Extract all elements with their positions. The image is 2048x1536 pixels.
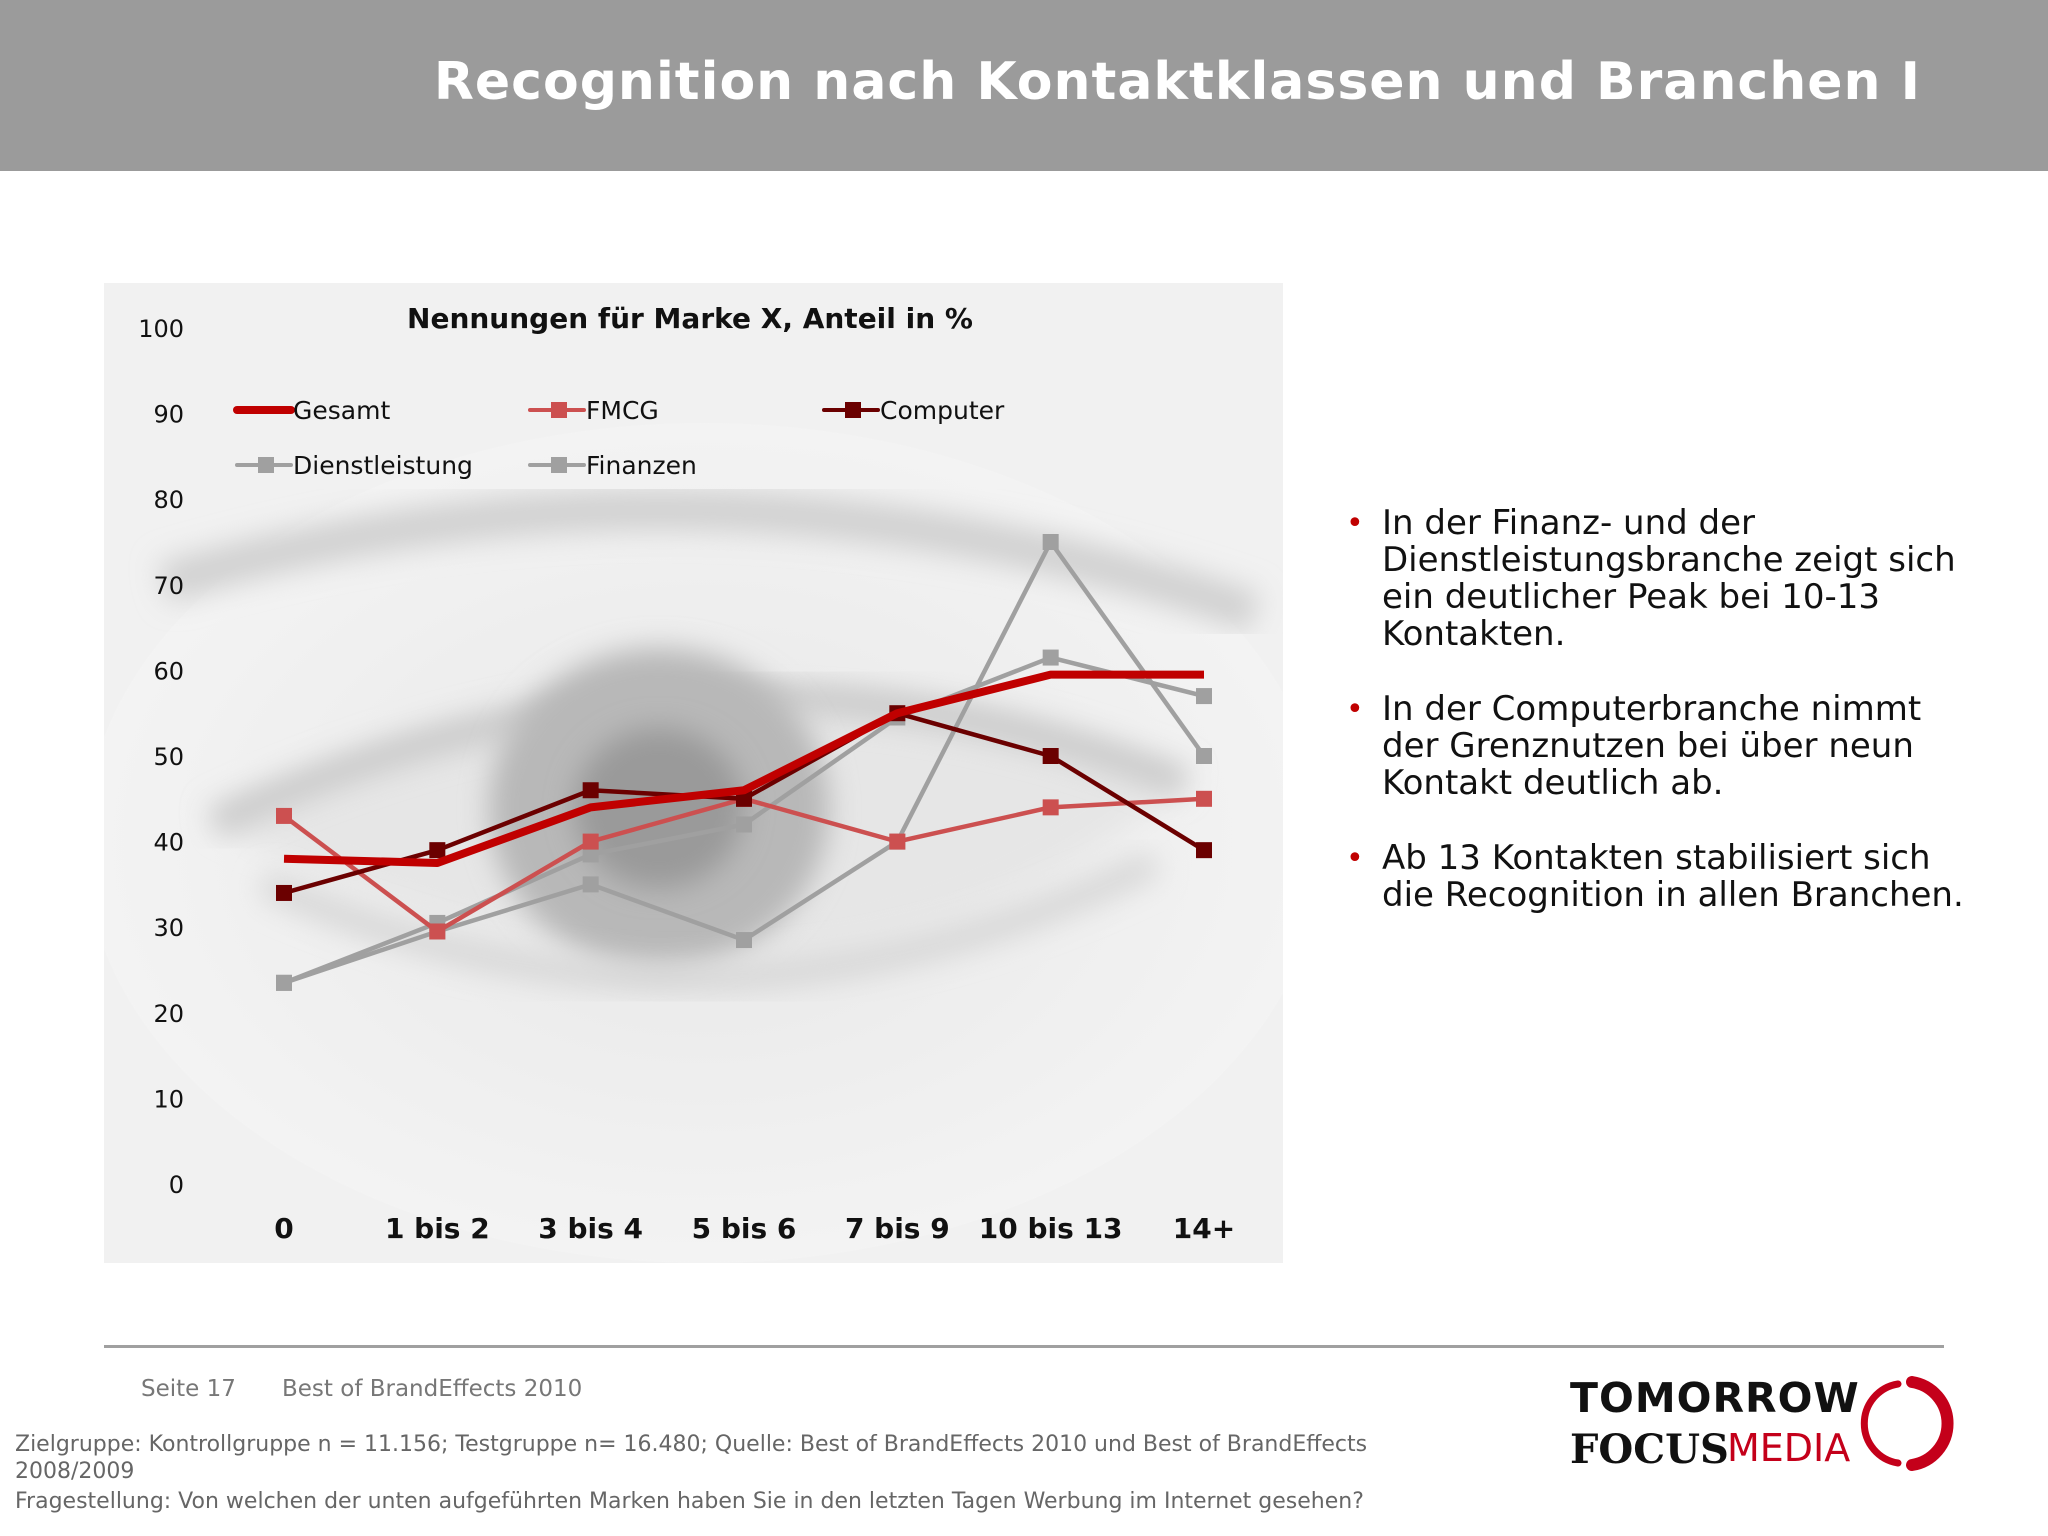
y-tick-label: 100 <box>138 315 184 343</box>
logo-media: MEDIA <box>1727 1426 1851 1470</box>
x-tick-label: 0 <box>274 1212 293 1245</box>
legend-item-gesamt: Gesamt <box>233 396 390 425</box>
plot-area <box>276 534 1212 991</box>
legend-label: Gesamt <box>293 396 390 425</box>
series-line-gesamt <box>283 670 1204 867</box>
x-axis: 0 1 bis 2 3 bis 4 5 bis 6 7 bis 9 10 bis 13 14… <box>274 1212 1235 1245</box>
data-point-finanzen <box>582 846 599 863</box>
legend-label: FMCG <box>586 396 659 425</box>
legend-label: Finanzen <box>586 451 697 480</box>
header-bar: Recognition nach Kontaktklassen und Bran… <box>0 0 2048 171</box>
y-tick-label: 50 <box>153 743 184 771</box>
x-tick-label: 10 bis 13 <box>979 1212 1123 1245</box>
legend-marker <box>258 457 274 473</box>
legend-item-finanzen: Finanzen <box>528 451 697 480</box>
data-point-fmcg <box>889 833 906 850</box>
bullet-dot-icon: • <box>1346 841 1364 876</box>
bullet-dot-icon: • <box>1346 506 1364 541</box>
data-point-computer <box>276 884 292 901</box>
data-point-finanzen <box>276 974 292 991</box>
data-point-finanzen <box>1042 649 1059 666</box>
logo-ring-icon <box>1860 1376 1954 1471</box>
y-tick-label: 70 <box>153 572 184 600</box>
data-point-fmcg <box>1042 799 1059 816</box>
finding-text: Ab 13 Kontakten stabilisiert sich die Re… <box>1382 838 1964 915</box>
series-computer <box>276 705 1212 901</box>
legend-label: Computer <box>880 396 1005 425</box>
data-point-dienstleistung <box>1196 748 1212 764</box>
y-tick-label: 80 <box>153 486 184 514</box>
y-tick-label: 90 <box>153 401 184 429</box>
legend-marker <box>551 457 567 473</box>
x-tick-label: 14+ <box>1173 1212 1235 1245</box>
chart-legend: Gesamt FMCG Computer Dienstleistung Finanzen <box>233 396 1005 480</box>
line-chart: 0 10 20 30 40 50 60 70 80 90 100 0 1 bis 2 3 bis 4 5 … <box>84 283 1324 1263</box>
key-findings: • In der Finanz- und der Dienstleistungsb… <box>1346 505 1976 952</box>
y-tick-label: 10 <box>153 1085 184 1113</box>
footer-divider <box>104 1345 1944 1348</box>
y-tick-label: 0 <box>169 1171 184 1199</box>
data-point-computer <box>1196 842 1212 859</box>
data-point-finanzen <box>736 816 752 833</box>
chart-panel: 0 10 20 30 40 50 60 70 80 90 100 0 1 bis 2 3 bis 4 5 … <box>84 283 1324 1263</box>
company-logo: TOMORROW FOCUS MEDIA <box>1565 1372 1955 1482</box>
target-group-note: Zielgruppe: Kontrollgruppe n = 11.156; T… <box>15 1432 1368 1484</box>
x-tick-label: 3 bis 4 <box>538 1212 643 1245</box>
data-point-fmcg <box>582 833 599 850</box>
data-point-finanzen <box>1196 688 1212 705</box>
data-point-dienstleistung <box>1042 534 1059 550</box>
x-tick-label: 5 bis 6 <box>692 1212 797 1245</box>
data-point-computer <box>429 842 446 859</box>
data-point-computer <box>1042 748 1059 764</box>
question-note: Fragestellung: Von welchen der unten auf… <box>15 1489 1364 1514</box>
y-axis: 0 10 20 30 40 50 60 70 80 90 100 <box>138 315 184 1199</box>
finding-1: • In der Finanz- und der Dienstleistungsb… <box>1346 505 1976 653</box>
finding-2: • In der Computerbranche nimmt der Grenzn… <box>1346 691 1976 802</box>
y-tick-label: 40 <box>153 829 184 857</box>
legend-item-dienstleistung: Dienstleistung <box>235 451 473 480</box>
x-tick-label: 7 bis 9 <box>845 1212 950 1245</box>
data-point-computer <box>736 790 752 807</box>
legend-item-fmcg: FMCG <box>528 396 659 425</box>
series-gesamt <box>283 670 1204 867</box>
page-number: Seite 17 <box>141 1376 236 1402</box>
data-point-fmcg <box>276 807 292 824</box>
page-title: Recognition nach Kontaktklassen und Bran… <box>433 52 1921 112</box>
chart-title: Nennungen für Marke X, Anteil in % <box>407 302 973 335</box>
finding-text: In der Finanz- und der Dienstleistungsbr… <box>1382 503 1956 654</box>
document-name: Best of BrandEffects 2010 <box>282 1376 583 1402</box>
bullet-dot-icon: • <box>1346 692 1364 727</box>
data-point-computer <box>582 782 599 799</box>
legend-marker <box>845 402 861 418</box>
data-point-dienstleistung <box>736 932 752 949</box>
legend-marker <box>551 402 567 418</box>
data-point-dienstleistung <box>582 876 599 893</box>
data-point-fmcg <box>1196 790 1212 807</box>
logo-tomorrow: TOMORROW <box>1570 1374 1860 1422</box>
x-tick-label: 1 bis 2 <box>385 1212 490 1245</box>
y-tick-label: 60 <box>153 657 184 685</box>
y-tick-label: 20 <box>153 1000 184 1028</box>
legend-item-computer: Computer <box>822 396 1005 425</box>
data-point-fmcg <box>429 923 446 940</box>
eye-background <box>84 283 1324 1263</box>
logo-focus: FOCUS <box>1570 1426 1729 1473</box>
finding-3: • Ab 13 Kontakten stabilisiert sich die R… <box>1346 840 1976 914</box>
y-tick-label: 30 <box>153 914 184 942</box>
legend-label: Dienstleistung <box>293 451 473 480</box>
finding-text: In der Computerbranche nimmt der Grenznu… <box>1382 689 1922 803</box>
